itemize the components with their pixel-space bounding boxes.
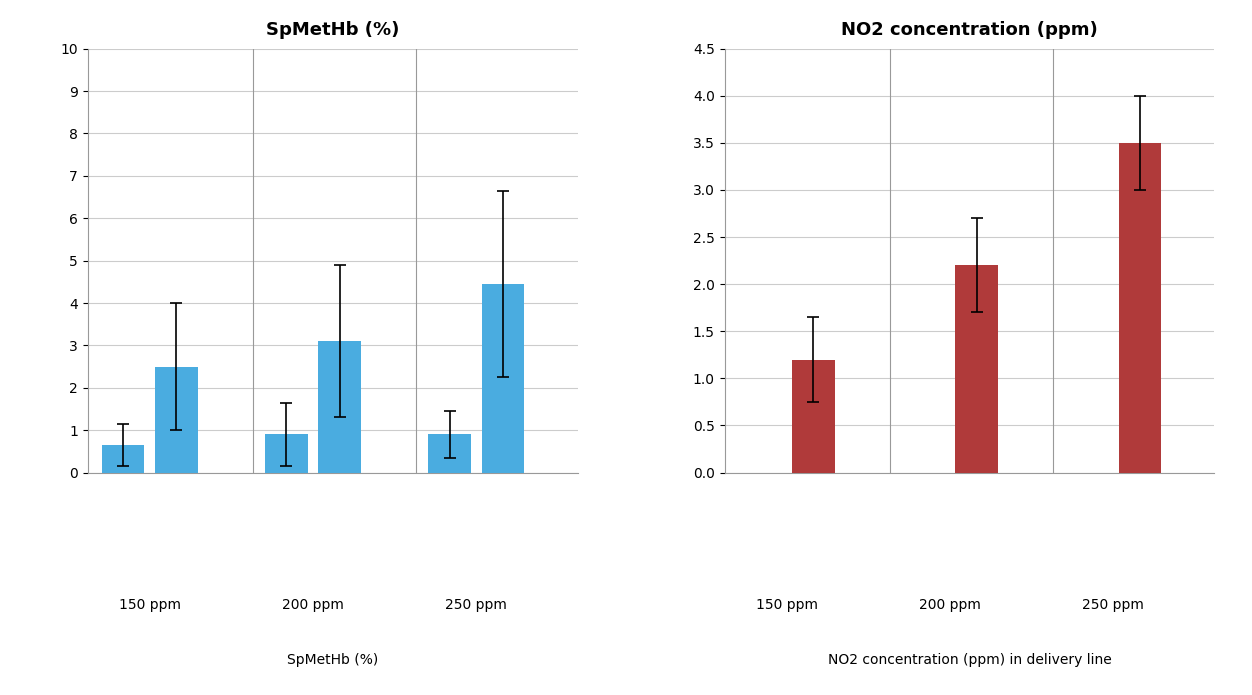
Text: NO2 concentration (ppm) in delivery line: NO2 concentration (ppm) in delivery line [828, 653, 1112, 667]
Bar [318, 341, 361, 473]
Bar [482, 284, 525, 473]
Text: 250 ppm: 250 ppm [1082, 598, 1144, 612]
Bar [1118, 143, 1161, 473]
Bar [428, 434, 471, 473]
Bar [101, 445, 144, 473]
Text: 250 ppm: 250 ppm [446, 598, 507, 612]
Title: SpMetHb (%): SpMetHb (%) [265, 21, 399, 39]
Bar [793, 359, 835, 473]
Text: 200 ppm: 200 ppm [282, 598, 344, 612]
Text: SpMetHb (%): SpMetHb (%) [287, 653, 378, 667]
Text: 150 ppm: 150 ppm [756, 598, 818, 612]
Text: 200 ppm: 200 ppm [919, 598, 980, 612]
Bar [955, 265, 998, 473]
Bar [155, 367, 198, 473]
Bar [265, 434, 308, 473]
Text: 150 ppm: 150 ppm [119, 598, 180, 612]
Title: NO2 concentration (ppm): NO2 concentration (ppm) [841, 21, 1098, 39]
